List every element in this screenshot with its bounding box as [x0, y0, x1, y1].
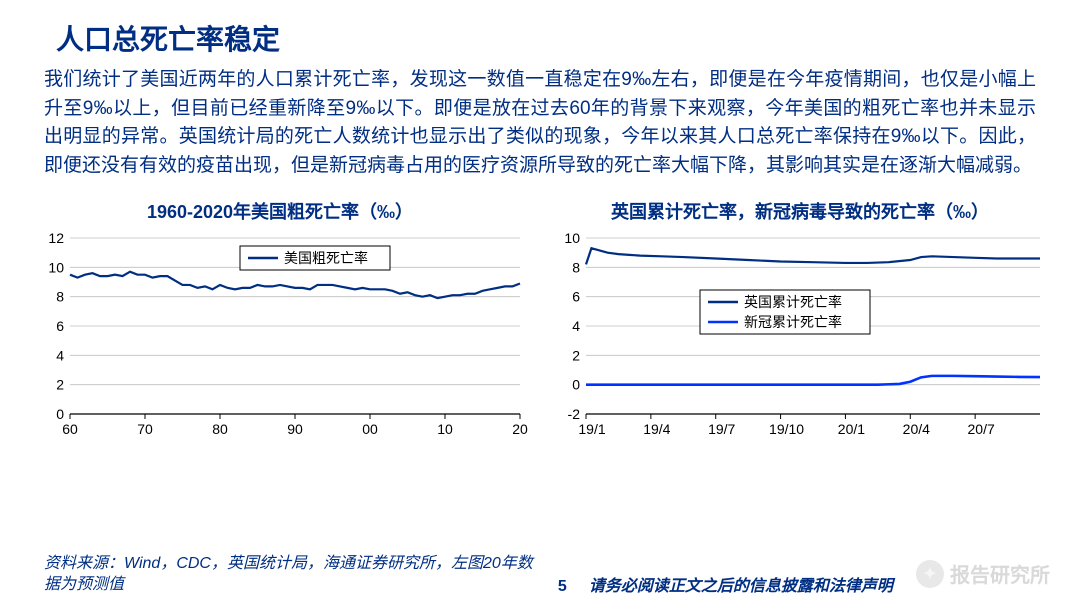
svg-text:6: 6 — [572, 289, 580, 305]
wechat-icon: ✦ — [916, 560, 944, 588]
svg-text:20/1: 20/1 — [838, 421, 865, 437]
svg-text:70: 70 — [137, 421, 153, 437]
svg-text:8: 8 — [572, 259, 580, 275]
svg-text:19/10: 19/10 — [769, 421, 804, 437]
body-paragraph: 我们统计了美国近两年的人口累计死亡率，发现这一数值一直稳定在9‰左右，即便是在今… — [0, 58, 1080, 180]
chart2-title: 英国累计死亡率，新冠病毒导致的死亡率（‰） — [550, 198, 1050, 224]
svg-text:90: 90 — [287, 421, 303, 437]
svg-text:80: 80 — [212, 421, 228, 437]
page-title: 人口总死亡率稳定 — [0, 0, 1080, 58]
svg-text:0: 0 — [572, 377, 580, 393]
chart1-title: 1960-2020年美国粗死亡率（‰） — [30, 198, 530, 224]
svg-text:19/1: 19/1 — [578, 421, 605, 437]
svg-text:2: 2 — [56, 377, 64, 393]
svg-text:4: 4 — [572, 318, 580, 334]
svg-text:美国粗死亡率: 美国粗死亡率 — [284, 250, 368, 266]
svg-text:10: 10 — [48, 259, 64, 275]
svg-text:英国累计死亡率: 英国累计死亡率 — [744, 294, 842, 310]
svg-text:20: 20 — [512, 421, 528, 437]
svg-text:00: 00 — [362, 421, 378, 437]
svg-text:20/4: 20/4 — [903, 421, 930, 437]
page-number: 5 — [536, 578, 589, 596]
svg-text:20/7: 20/7 — [968, 421, 995, 437]
chart-left: 1960-2020年美国粗死亡率（‰） 0 2 4 6 8 10 12 60 70 80 90 00 1… — [30, 198, 530, 445]
svg-text:19/7: 19/7 — [708, 421, 735, 437]
charts-row: 1960-2020年美国粗死亡率（‰） 02468101260708090001… — [0, 180, 1080, 445]
svg-text:0: 0 — [56, 406, 64, 422]
watermark-text: 报告研究所 — [950, 559, 1050, 588]
svg-text:新冠累计死亡率: 新冠累计死亡率 — [744, 314, 842, 330]
svg-text:6: 6 — [56, 318, 64, 334]
chart1-svg: 0 2 4 6 8 10 12 60 70 80 90 00 10 20 美国粗死亡率 — [30, 230, 530, 440]
svg-text:60: 60 — [62, 421, 78, 437]
svg-text:2: 2 — [572, 347, 580, 363]
source-note: 资料来源：Wind，CDC，英国统计局，海通证券研究所，左图20年数据为预测值 — [44, 553, 536, 596]
svg-text:4: 4 — [56, 347, 64, 363]
watermark: ✦ 报告研究所 — [916, 559, 1050, 588]
chart-right: 英国累计死亡率，新冠病毒导致的死亡率（‰） -2 0 2 4 6 8 10 19/1 19/4 1… — [550, 198, 1050, 445]
svg-text:10: 10 — [437, 421, 453, 437]
svg-text:12: 12 — [48, 230, 64, 246]
chart2-svg: -2 0 2 4 6 8 10 19/1 19/4 19/7 19/10 20/1 20/4 20/7 英国… — [550, 230, 1050, 440]
svg-text:10: 10 — [564, 230, 580, 246]
svg-text:-2: -2 — [568, 406, 581, 422]
svg-text:19/4: 19/4 — [643, 421, 670, 437]
svg-text:8: 8 — [56, 289, 64, 305]
